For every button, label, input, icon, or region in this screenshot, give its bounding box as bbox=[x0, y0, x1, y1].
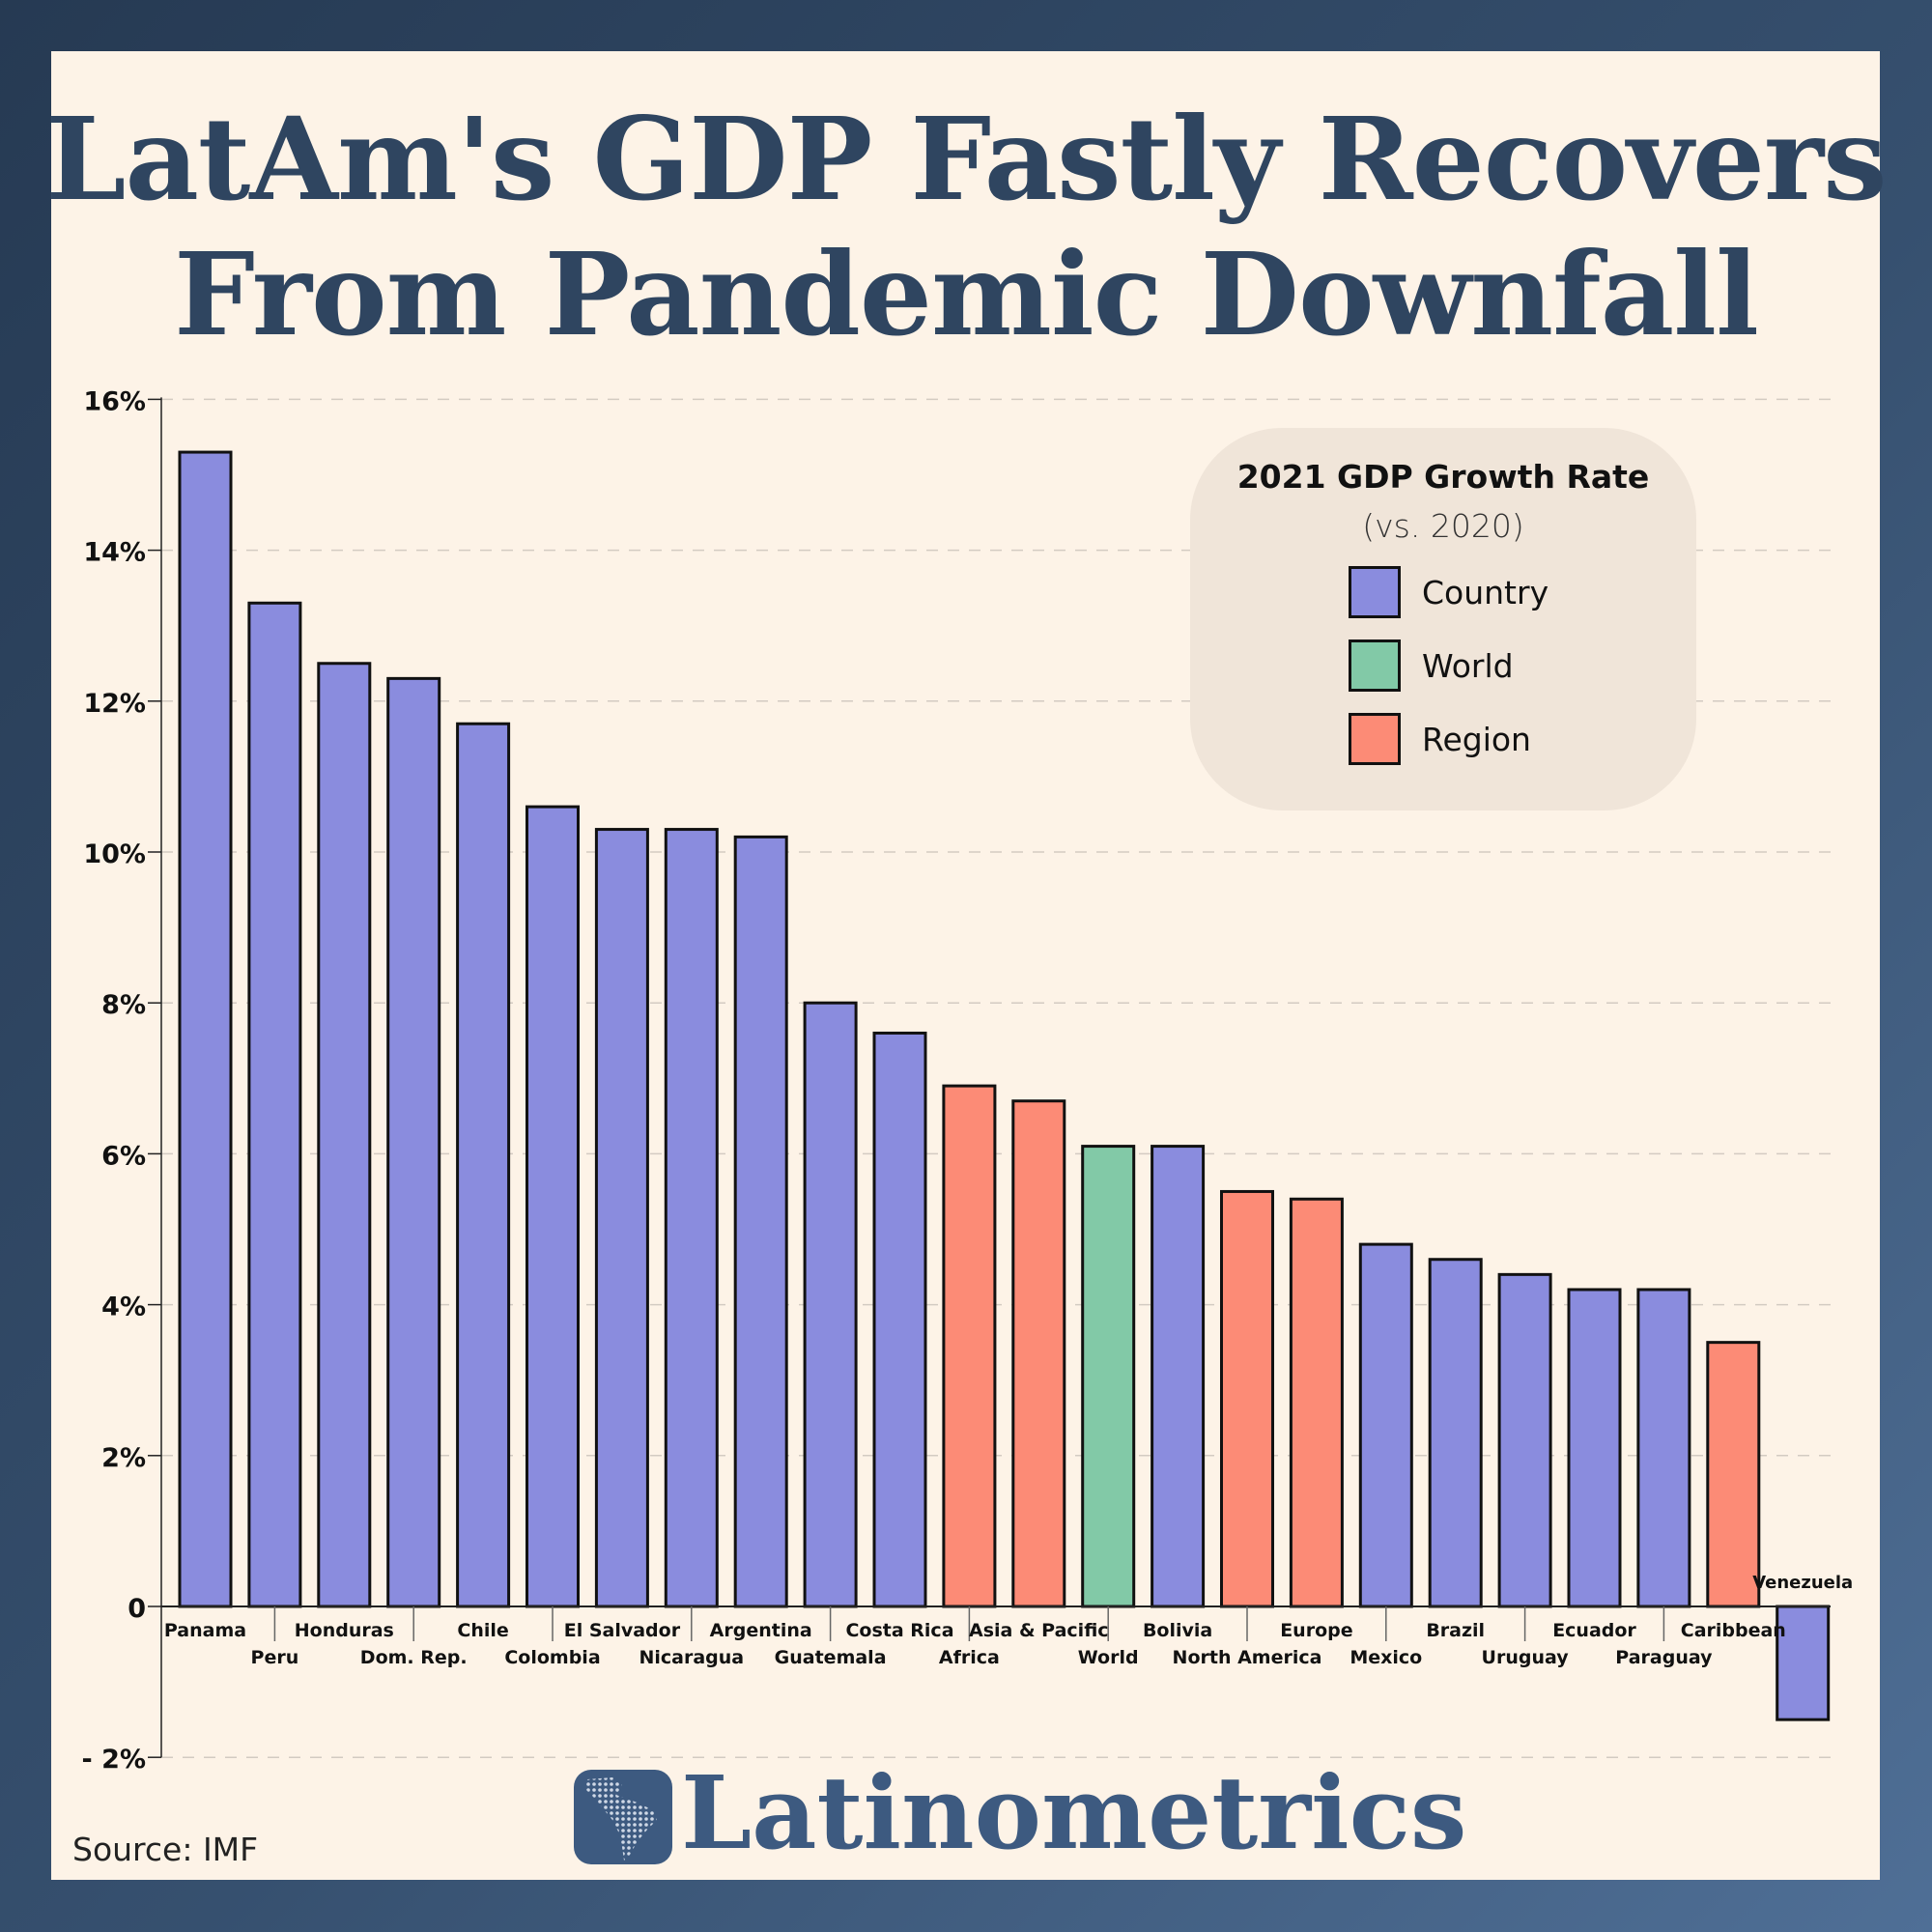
x-category-label: North America bbox=[1173, 1647, 1322, 1668]
source-note: Source: IMF bbox=[72, 1831, 259, 1868]
title-line-1: LatAm's GDP Fastly Recovers bbox=[45, 92, 1887, 226]
bar bbox=[1567, 1288, 1622, 1608]
legend-swatch-world bbox=[1349, 639, 1401, 692]
y-tick-label: 2% bbox=[101, 1443, 146, 1473]
bar bbox=[1220, 1189, 1274, 1608]
legend-subtitle: (vs. 2020) bbox=[1362, 507, 1524, 545]
brand-name: Latinometrics bbox=[681, 1753, 1467, 1872]
x-category-label: Africa bbox=[939, 1647, 1000, 1668]
bar bbox=[1636, 1288, 1691, 1608]
x-category-label: Nicaragua bbox=[639, 1647, 744, 1668]
bar bbox=[178, 450, 233, 1608]
y-tick-label: 6% bbox=[101, 1141, 146, 1171]
y-tick-label: 12% bbox=[83, 689, 146, 719]
bar bbox=[594, 828, 649, 1608]
x-category-label: Peru bbox=[251, 1647, 299, 1668]
legend-label-country: Country bbox=[1422, 574, 1549, 611]
title-line-2: From Pandemic Downfall bbox=[174, 227, 1759, 361]
bar bbox=[1081, 1145, 1136, 1608]
y-tick-label: 0 bbox=[128, 1594, 146, 1624]
bar bbox=[664, 828, 719, 1608]
legend-label-world: World bbox=[1422, 647, 1514, 685]
x-category-label: Ecuador bbox=[1552, 1620, 1636, 1641]
chart-title: LatAm's GDP Fastly Recovers From Pandemi… bbox=[0, 92, 1932, 362]
x-category-label: Brazil bbox=[1426, 1620, 1485, 1641]
x-category-label: Asia & Pacific bbox=[969, 1620, 1109, 1641]
x-category-label: Costa Rica bbox=[845, 1620, 953, 1641]
legend-label-region: Region bbox=[1422, 721, 1531, 758]
y-tick-label: 10% bbox=[83, 839, 146, 869]
bar bbox=[1151, 1145, 1206, 1608]
bar bbox=[1706, 1341, 1761, 1608]
bar bbox=[386, 676, 441, 1608]
bar bbox=[456, 722, 511, 1608]
x-category-label: El Salvador bbox=[564, 1620, 681, 1641]
bar bbox=[733, 835, 788, 1608]
x-category-label: Chile bbox=[457, 1620, 508, 1641]
y-tick-label: 16% bbox=[83, 386, 146, 416]
x-category-label: Paraguay bbox=[1615, 1647, 1713, 1668]
y-tick-label: 4% bbox=[101, 1293, 146, 1322]
x-category-label: Europe bbox=[1280, 1620, 1352, 1641]
bar bbox=[942, 1084, 997, 1608]
latin-america-map-icon bbox=[574, 1770, 672, 1864]
x-category-label: Argentina bbox=[710, 1620, 812, 1641]
bar bbox=[1776, 1605, 1831, 1721]
x-category-label: Dom. Rep. bbox=[360, 1647, 468, 1668]
legend-swatch-country bbox=[1349, 566, 1401, 618]
x-category-label: Colombia bbox=[504, 1647, 600, 1668]
bar bbox=[1358, 1242, 1413, 1608]
legend-swatch-region bbox=[1349, 713, 1401, 765]
x-category-label: Guatemala bbox=[775, 1647, 887, 1668]
legend bbox=[1190, 428, 1696, 810]
y-tick-label: 8% bbox=[101, 990, 146, 1020]
x-category-label: Panama bbox=[164, 1620, 246, 1641]
bar bbox=[1497, 1272, 1552, 1608]
bar bbox=[872, 1031, 927, 1608]
x-category-label: World bbox=[1078, 1647, 1139, 1668]
x-category-label: Bolivia bbox=[1143, 1620, 1212, 1641]
bar bbox=[1011, 1099, 1066, 1608]
bar bbox=[1428, 1258, 1483, 1608]
bar bbox=[803, 1001, 858, 1608]
bar bbox=[1289, 1197, 1344, 1608]
bar bbox=[247, 601, 302, 1608]
x-category-label: Caribbean bbox=[1681, 1620, 1786, 1641]
x-category-label: Uruguay bbox=[1482, 1647, 1570, 1668]
x-category-label: Mexico bbox=[1350, 1647, 1422, 1668]
y-tick-label: 14% bbox=[83, 538, 146, 568]
legend-title: 2021 GDP Growth Rate bbox=[1236, 458, 1650, 496]
y-tick-label: - 2% bbox=[82, 1745, 146, 1775]
bar bbox=[526, 805, 580, 1608]
bar bbox=[317, 662, 372, 1608]
x-category-label: Venezuela bbox=[1752, 1573, 1853, 1593]
x-category-label: Honduras bbox=[295, 1620, 394, 1641]
